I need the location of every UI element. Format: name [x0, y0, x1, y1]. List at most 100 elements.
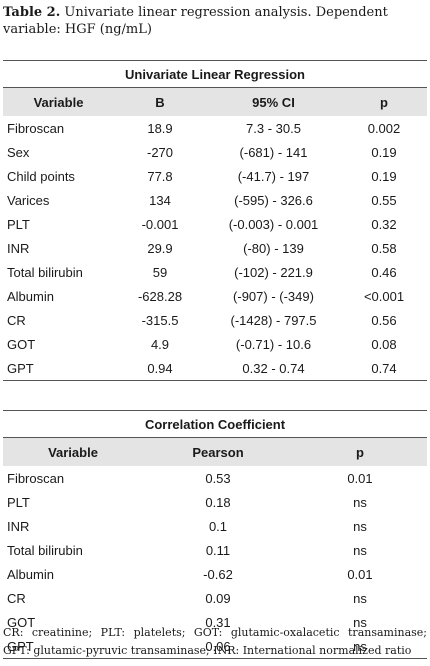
b-cell: 59: [152, 264, 168, 280]
p-cell: 0.74: [341, 356, 427, 381]
pearson-cell: 0.09: [205, 590, 231, 606]
table-row: Child points 77.8 (-41.7) - 197 0.19: [3, 164, 427, 188]
pearson-cell: 0.11: [205, 542, 231, 558]
correlation-title-row: Correlation Coefficient: [3, 410, 427, 438]
table-row: GOT 0.31 ns: [3, 610, 427, 634]
table-row: PLT -0.001 (-0.003) - 0.001 0.32: [3, 212, 427, 236]
table-row: PLT 0.18 ns: [3, 490, 427, 514]
column-header: p: [293, 437, 427, 466]
variable-cell: GPT: [3, 634, 143, 659]
regression-title-row: Univariate Linear Regression: [3, 60, 427, 88]
ci-cell: (-0.003) - 0.001: [228, 216, 319, 232]
p-cell: 0.01: [347, 566, 373, 582]
table-row: INR 29.9 (-80) - 139 0.58: [3, 236, 427, 260]
p-cell: ns: [293, 634, 427, 659]
table-row: Varices 134 (-595) - 326.6 0.55: [3, 188, 427, 212]
ci-cell: 7.3 - 30.5: [246, 120, 301, 136]
pearson-cell: 0.53: [205, 470, 231, 486]
b-cell: -315.5: [141, 312, 179, 328]
pearson-cell: 0.31: [205, 614, 231, 630]
table-caption: Table 2. Univariate linear regression an…: [3, 4, 427, 38]
column-header: 95% CI: [206, 87, 341, 116]
regression-title: Univariate Linear Regression: [3, 60, 427, 88]
variable-cell: Fibroscan: [7, 470, 65, 486]
pearson-cell: 0.06: [143, 634, 293, 659]
footnote-line: CR: creatinine; PLT: platelets; GOT: glu…: [3, 626, 427, 639]
table-row: GPT 0.94 0.32 - 0.74 0.74: [3, 356, 427, 381]
variable-cell: Total bilirubin: [7, 264, 83, 280]
b-cell: 4.9: [150, 336, 170, 352]
pearson-cell: 0.1: [208, 518, 228, 534]
caption-label: Table 2.: [3, 5, 61, 20]
p-cell: 0.08: [371, 336, 397, 352]
ci-cell: (-907) - (-349): [233, 288, 314, 304]
ci-cell: (-681) - 141: [239, 144, 308, 160]
ci-cell: (-1428) - 797.5: [230, 312, 317, 328]
table-row: Fibroscan 18.9 7.3 - 30.5 0.002: [3, 116, 427, 140]
b-cell: 18.9: [147, 120, 173, 136]
p-cell: ns: [353, 518, 367, 534]
ci-cell: (-595) - 326.6: [234, 192, 313, 208]
table-row: Total bilirubin 0.11 ns: [3, 538, 427, 562]
variable-cell: Child points: [7, 168, 75, 184]
ci-cell: (-0.71) - 10.6: [235, 336, 312, 352]
p-cell: 0.58: [371, 240, 397, 256]
variable-cell: CR: [7, 590, 26, 606]
table-row: INR 0.1 ns: [3, 514, 427, 538]
variable-cell: Albumin: [7, 288, 54, 304]
p-cell: ns: [353, 590, 367, 606]
b-cell: 77.8: [147, 168, 173, 184]
b-cell: -270: [146, 144, 174, 160]
p-cell: 0.19: [371, 168, 397, 184]
variable-cell: INR: [7, 240, 30, 256]
p-cell: 0.32: [371, 216, 397, 232]
correlation-title: Correlation Coefficient: [3, 410, 427, 438]
p-cell: ns: [353, 614, 367, 630]
pearson-cell: -0.62: [203, 566, 233, 582]
p-cell: <0.001: [363, 288, 405, 304]
ci-cell: (-41.7) - 197: [237, 168, 310, 184]
b-cell: -0.001: [141, 216, 179, 232]
variable-cell: Albumin: [7, 566, 54, 582]
table-row: Fibroscan 0.53 0.01: [3, 466, 427, 490]
p-cell: 0.01: [347, 470, 373, 486]
variable-cell: INR: [7, 518, 30, 534]
ci-cell: 0.32 - 0.74: [206, 356, 341, 381]
variable-cell: GPT: [3, 356, 114, 381]
b-cell: -628.28: [137, 288, 183, 304]
column-header: B: [114, 87, 206, 116]
b-cell: 0.94: [114, 356, 206, 381]
p-cell: 0.19: [371, 144, 397, 160]
caption-text: Univariate linear regression analysis. D…: [3, 5, 388, 37]
table-row: CR -315.5 (-1428) - 797.5 0.56: [3, 308, 427, 332]
table-footnote: CR: creatinine; PLT: platelets; GOT: glu…: [3, 624, 427, 660]
column-header: Variable: [3, 87, 114, 116]
variable-cell: Sex: [7, 144, 30, 160]
correlation-table: Correlation Coefficient Variable Pearson…: [3, 410, 427, 659]
pearson-cell: 0.18: [205, 494, 231, 510]
p-cell: ns: [353, 542, 367, 558]
column-header: Variable: [3, 437, 143, 466]
ci-cell: (-102) - 221.9: [234, 264, 313, 280]
p-cell: 0.55: [371, 192, 397, 208]
table-row: CR 0.09 ns: [3, 586, 427, 610]
column-header: p: [341, 87, 427, 116]
ci-cell: (-80) - 139: [243, 240, 304, 256]
table-row: Albumin -628.28 (-907) - (-349) <0.001: [3, 284, 427, 308]
variable-cell: Total bilirubin: [7, 542, 83, 558]
regression-table: Univariate Linear Regression Variable B …: [3, 60, 427, 381]
regression-header-row: Variable B 95% CI p: [3, 87, 427, 116]
variable-cell: CR: [7, 312, 26, 328]
table-row: GPT 0.06 ns: [3, 634, 427, 659]
variable-cell: GOT: [7, 614, 36, 630]
column-header: Pearson: [143, 437, 293, 466]
p-cell: 0.46: [371, 264, 397, 280]
b-cell: 29.9: [147, 240, 173, 256]
table-row: Albumin -0.62 0.01: [3, 562, 427, 586]
table-row: GOT 4.9 (-0.71) - 10.6 0.08: [3, 332, 427, 356]
variable-cell: Varices: [7, 192, 50, 208]
p-cell: 0.56: [371, 312, 397, 328]
variable-cell: GOT: [7, 336, 36, 352]
variable-cell: PLT: [7, 216, 30, 232]
footnote-line: GPT: glutamic-pyruvic transaminase; INR:…: [3, 644, 412, 657]
